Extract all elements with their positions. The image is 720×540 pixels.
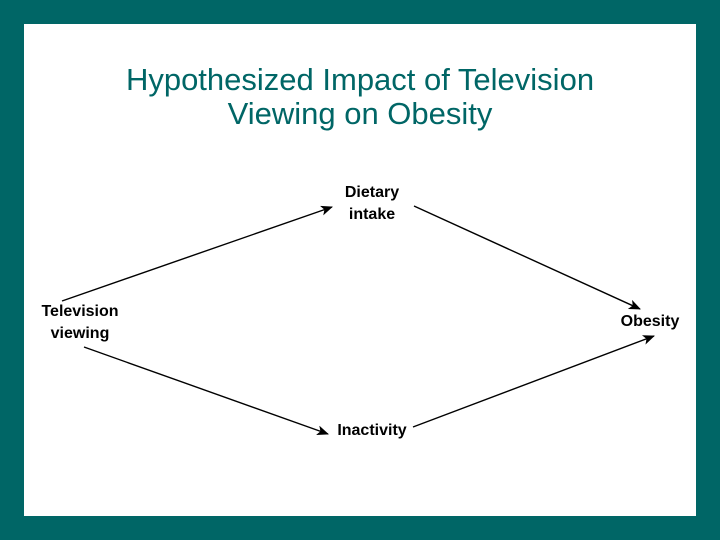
node-dietary-line-1: Dietary — [344, 184, 400, 201]
arrow-television-to-inactivity — [83, 346, 329, 436]
title-line-1: Hypothesized Impact of Television — [125, 62, 595, 97]
node-television-viewing: Television viewing — [32, 301, 128, 345]
slide-canvas: Hypothesized Impact of Television Viewin… — [24, 24, 696, 516]
node-dietary-intake: Dietary intake — [324, 182, 420, 226]
arrow-television-to-dietary — [61, 205, 333, 302]
arrow-inactivity-to-obesity — [412, 335, 655, 428]
node-television-line-1: Television — [41, 303, 119, 320]
slide-title: Hypothesized Impact of Television Viewin… — [24, 63, 696, 131]
node-obesity-line-1: Obesity — [620, 313, 680, 330]
title-line-2: Viewing on Obesity — [227, 96, 493, 131]
node-inactivity: Inactivity — [324, 420, 420, 442]
node-television-line-2: viewing — [50, 325, 110, 342]
node-inactivity-line-1: Inactivity — [337, 422, 407, 439]
diagram-arrows — [61, 205, 655, 436]
node-obesity: Obesity — [612, 311, 688, 333]
arrow-dietary-to-obesity — [413, 205, 641, 310]
node-dietary-line-2: intake — [348, 206, 396, 223]
